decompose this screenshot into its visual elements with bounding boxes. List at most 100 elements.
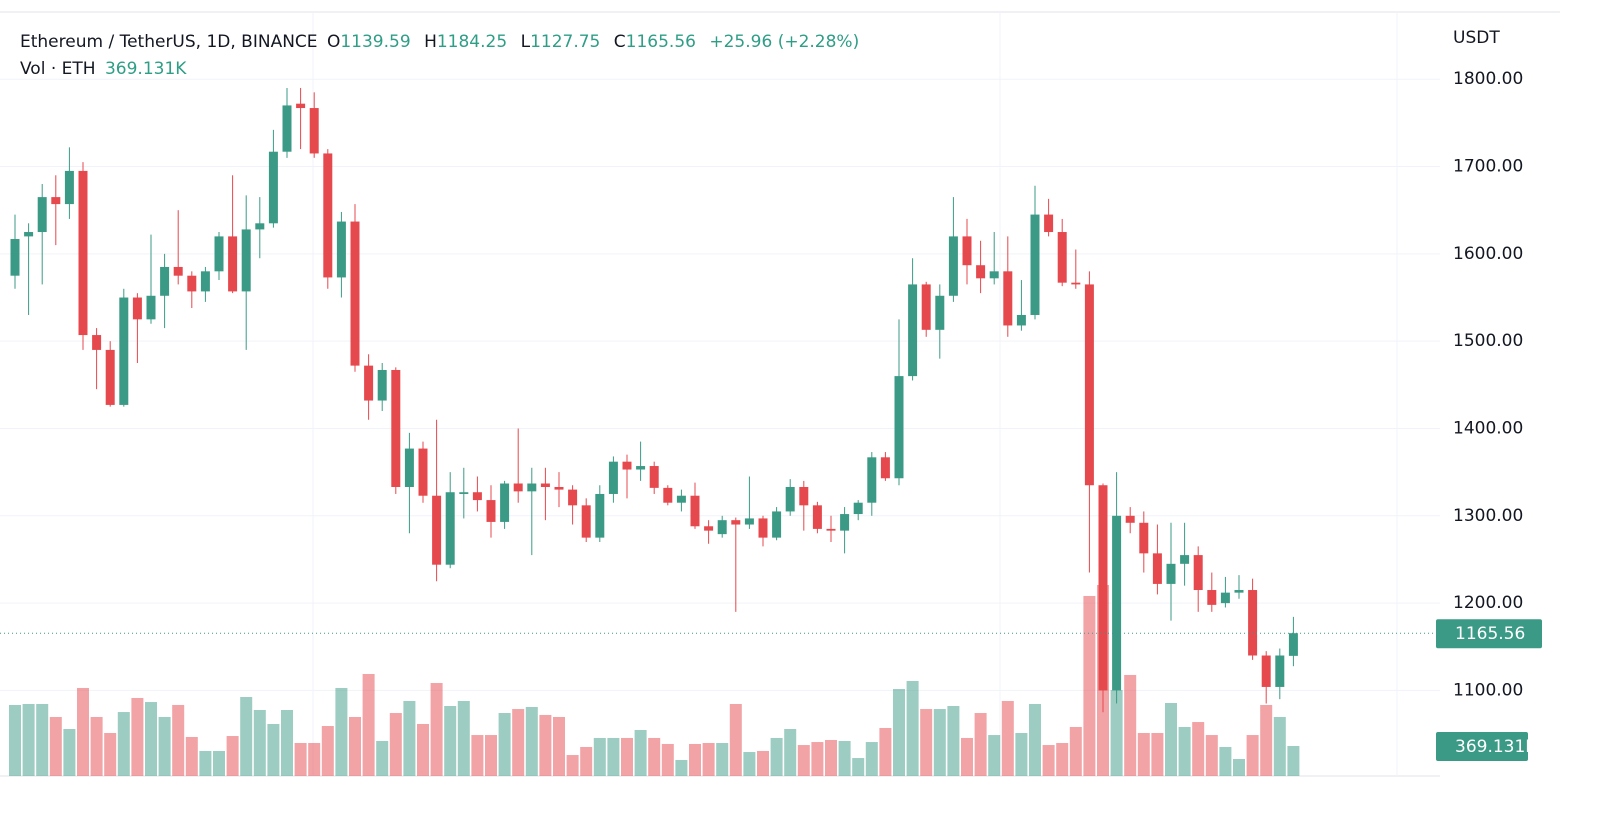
volume-bar xyxy=(117,712,130,776)
volume-bar xyxy=(716,743,729,776)
candle-body xyxy=(1261,655,1271,687)
y-tick-label: 1800.00 xyxy=(1453,69,1523,89)
candle-body xyxy=(540,483,550,487)
volume-bar xyxy=(349,716,361,776)
volume-bar xyxy=(865,742,878,776)
volume-bar xyxy=(1083,595,1096,776)
volume-bar xyxy=(729,703,742,776)
volume-row: Vol · ETH 369.131K xyxy=(20,56,863,83)
volume-bar xyxy=(1205,735,1218,776)
candle-body xyxy=(268,151,278,224)
ohlc-o: O1139.59 xyxy=(327,32,415,52)
volume-bar xyxy=(457,700,470,776)
candle-body xyxy=(282,105,292,152)
volume-bar xyxy=(525,706,538,776)
candle-body xyxy=(51,197,61,205)
candle-body xyxy=(119,297,129,405)
candle-body xyxy=(581,505,591,538)
candle-body xyxy=(989,271,999,279)
candle-body xyxy=(92,335,102,350)
ohlc-row: Ethereum / TetherUS, 1D, BINANCE O1139.5… xyxy=(20,29,863,56)
candle-body xyxy=(404,448,414,487)
volume-bar xyxy=(498,713,511,776)
volume-label: 369.131K xyxy=(1455,737,1537,757)
legend-header: Ethereum / TetherUS, 1D, BINANCE O1139.5… xyxy=(20,29,863,83)
candle-body xyxy=(160,266,170,296)
candle-body xyxy=(649,466,659,488)
volume-bar xyxy=(553,716,565,776)
candle-body xyxy=(880,457,890,479)
candle-body xyxy=(1084,284,1094,486)
candle-body xyxy=(690,495,700,527)
candle-body xyxy=(948,236,958,296)
volume-bar xyxy=(648,737,661,776)
candle-body xyxy=(445,492,455,565)
volume-bar xyxy=(267,723,280,776)
candle-body xyxy=(568,489,578,506)
volume-bar xyxy=(362,673,375,776)
volume-bar xyxy=(63,729,76,776)
volume-bar xyxy=(961,737,973,776)
candle-body xyxy=(432,495,442,565)
volume-bar xyxy=(335,687,348,776)
volume-bar xyxy=(185,736,198,776)
volume-bar xyxy=(49,716,62,776)
y-tick-label: 1600.00 xyxy=(1453,244,1523,264)
candle-body xyxy=(1193,555,1203,591)
ohlc-c: C1165.56 xyxy=(614,32,700,52)
candle-body xyxy=(962,236,972,266)
candle-body xyxy=(554,486,564,490)
candle-body xyxy=(500,483,510,522)
volume-bar xyxy=(1042,745,1055,776)
volume-bar xyxy=(131,697,144,776)
volume-bar xyxy=(1287,745,1300,776)
candle-body xyxy=(1139,522,1149,554)
candle-body xyxy=(1098,485,1108,691)
candle-body xyxy=(663,487,673,503)
volume-bar xyxy=(1233,759,1245,776)
letter: O xyxy=(326,32,341,52)
volume-bar xyxy=(90,716,103,776)
candle-body xyxy=(1003,271,1013,326)
candle-body xyxy=(323,153,333,278)
candle-body xyxy=(772,511,782,538)
candle-body xyxy=(336,221,346,278)
close-value: 1165.56 xyxy=(625,32,696,52)
volume-bar xyxy=(661,743,674,776)
volume-bar xyxy=(294,743,307,776)
candle-body xyxy=(228,236,238,292)
letter: H xyxy=(424,32,437,52)
volume-bar xyxy=(1015,733,1028,776)
volume-name: Vol · ETH xyxy=(20,59,96,79)
volume-bar xyxy=(199,750,212,776)
candle-body xyxy=(350,221,360,366)
candle-body xyxy=(853,502,863,515)
volume-bar xyxy=(634,729,647,776)
volume-bar xyxy=(689,743,701,776)
candle-body xyxy=(840,514,850,531)
volume-bar xyxy=(784,729,797,776)
volume-bar xyxy=(1110,690,1123,776)
candle-body xyxy=(1248,590,1258,656)
candle-body xyxy=(24,232,34,237)
volume-bar xyxy=(240,696,253,776)
candle-body xyxy=(1166,563,1176,584)
volume-bar xyxy=(947,706,960,776)
candle-body xyxy=(867,457,877,503)
volume-bar xyxy=(36,703,49,776)
volume-bar xyxy=(485,735,497,776)
volume-bar xyxy=(104,733,117,776)
volume-value: 369.131K xyxy=(104,59,187,79)
candle-body xyxy=(1234,590,1244,593)
volume-bar xyxy=(253,710,266,776)
candle-body xyxy=(799,486,809,506)
candle-body xyxy=(744,518,754,525)
change: +25.96 (+2.28%) xyxy=(709,32,860,52)
candle-body xyxy=(595,493,605,538)
y-axis-label: USDT xyxy=(1453,28,1500,48)
candle-body xyxy=(296,103,306,109)
volume-bar xyxy=(1056,743,1069,776)
y-tick-label: 1200.00 xyxy=(1453,593,1523,613)
candle-body xyxy=(364,365,374,401)
